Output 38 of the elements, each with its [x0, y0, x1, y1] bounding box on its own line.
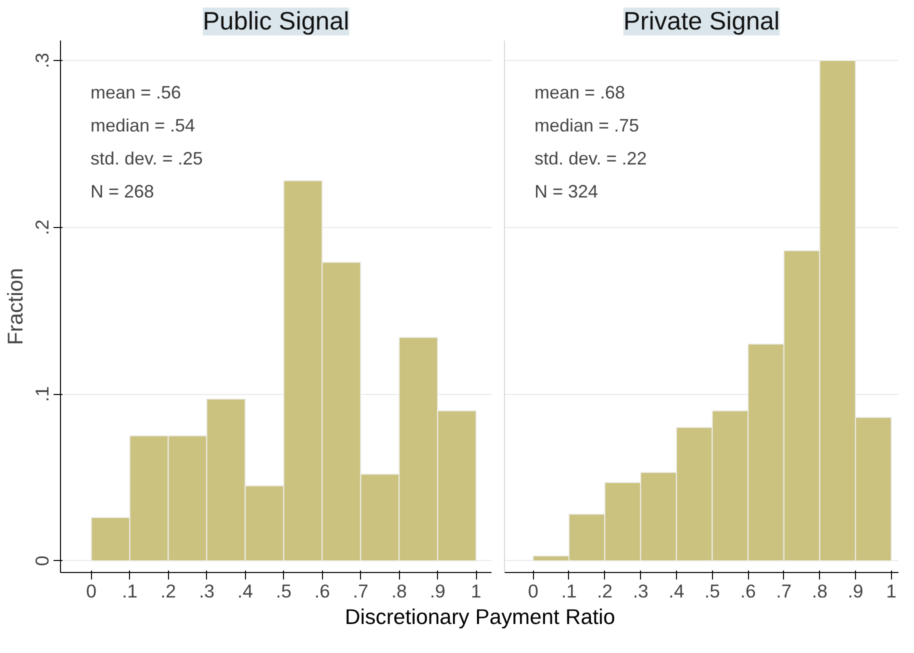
annotation: std. dev. = .22	[534, 148, 647, 168]
x-tick-label: .2	[160, 580, 176, 602]
x-axis-title: Discretionary Payment Ratio	[344, 604, 616, 631]
y-tick-label: .2	[32, 220, 52, 236]
annotation: median = .75	[534, 116, 640, 136]
x-tick-label: 1	[886, 580, 897, 602]
chart-title: Private Signal	[623, 8, 780, 36]
y-tick-label: .1	[32, 386, 52, 402]
y-axis-title: Fraction	[4, 268, 28, 346]
x-tick-label: .6	[314, 580, 330, 602]
x-tick-label: .1	[561, 580, 577, 602]
x-tick-label: .4	[668, 580, 684, 602]
annotation: mean = .68	[534, 82, 626, 102]
x-tick-label: .9	[848, 580, 864, 602]
chart-title: Public Signal	[202, 8, 350, 36]
x-tick-label: .7	[352, 580, 368, 602]
annotation: std. dev. = .25	[90, 148, 203, 168]
x-tick-label: .3	[198, 580, 215, 602]
x-tick-label: 1	[470, 580, 482, 602]
x-tick-label: 0	[528, 580, 538, 602]
annotation: median = .54	[90, 116, 196, 136]
y-tick-label: .3	[32, 52, 52, 68]
x-tick-label: .4	[237, 580, 253, 602]
x-tick-label: .8	[391, 580, 407, 602]
annotation: mean = .56	[90, 82, 182, 102]
y-tick-label: 0	[32, 556, 52, 566]
x-tick-label: .5	[276, 580, 292, 602]
x-tick-label: .5	[704, 580, 720, 602]
x-tick-label: .3	[632, 580, 648, 602]
x-tick-label: .7	[776, 580, 792, 602]
x-tick-label: .6	[740, 580, 756, 602]
x-tick-label: .8	[812, 580, 828, 602]
annotation: N = 268	[90, 182, 154, 202]
x-tick-label: .9	[430, 580, 446, 602]
x-tick-label: .1	[122, 580, 138, 602]
x-tick-label: 0	[86, 580, 96, 602]
annotation: N = 324	[534, 182, 598, 202]
x-tick-label: .2	[597, 580, 613, 602]
